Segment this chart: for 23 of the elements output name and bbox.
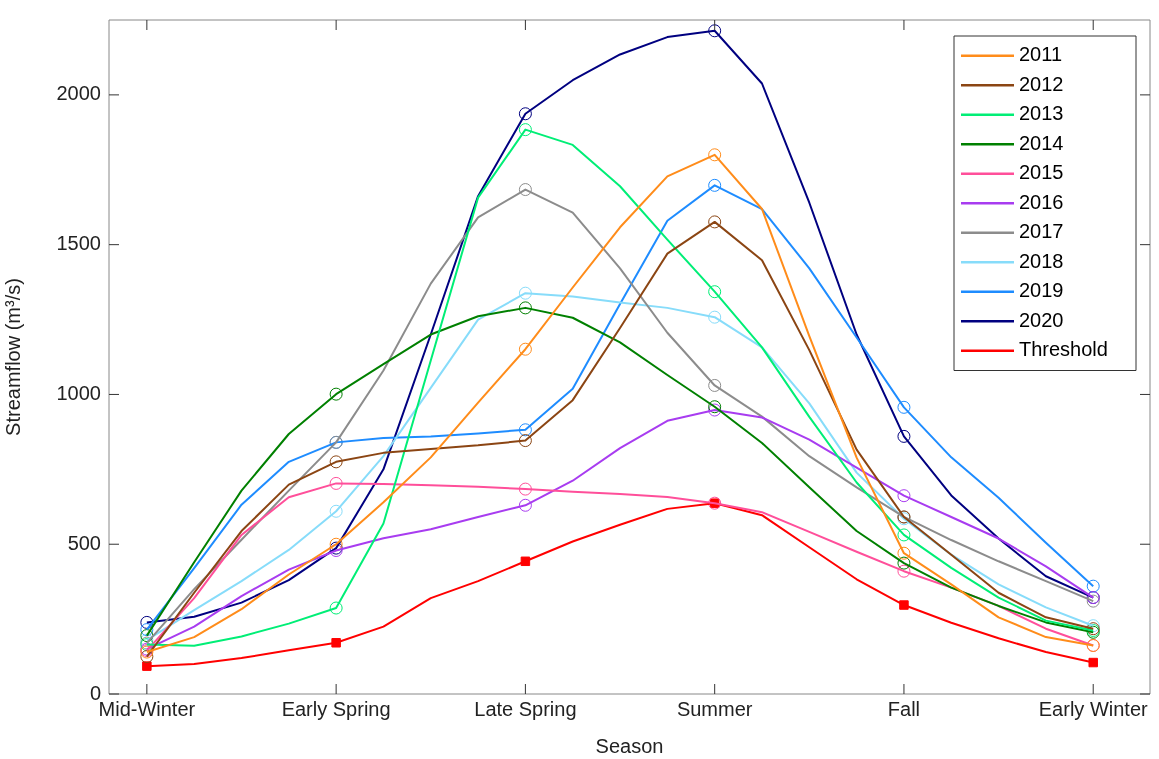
legend-label: 2017: [1019, 220, 1064, 243]
x-tick-label: Fall: [887, 697, 921, 720]
legend-label: 2015: [1019, 161, 1064, 184]
y-tick-label: 1500: [56, 232, 101, 255]
legend-label: 2014: [1019, 131, 1064, 154]
x-tick-label: Early Spring: [281, 697, 391, 720]
x-tick-label: Summer: [676, 697, 753, 720]
legend-label: 2012: [1019, 72, 1064, 95]
legend-label: Threshold: [1019, 338, 1108, 361]
legend-label: 2020: [1019, 308, 1064, 331]
legend-label: 2013: [1019, 102, 1064, 125]
legend-label: 2011: [1019, 43, 1063, 66]
x-tick-label: Late Spring: [474, 697, 577, 720]
y-tick-label: 500: [67, 531, 101, 554]
legend-label: 2016: [1019, 190, 1064, 213]
y-axis-title: Streamflow (m³/s): [1, 278, 24, 436]
legend-label: 2018: [1019, 249, 1064, 272]
x-tick-label: Early Winter: [1038, 697, 1149, 720]
y-tick-label: 2000: [56, 82, 101, 105]
y-tick-label: 0: [89, 681, 101, 704]
legend-label: 2019: [1019, 279, 1064, 302]
y-tick-label: 1000: [56, 381, 101, 404]
x-axis-title: Season: [595, 734, 664, 757]
